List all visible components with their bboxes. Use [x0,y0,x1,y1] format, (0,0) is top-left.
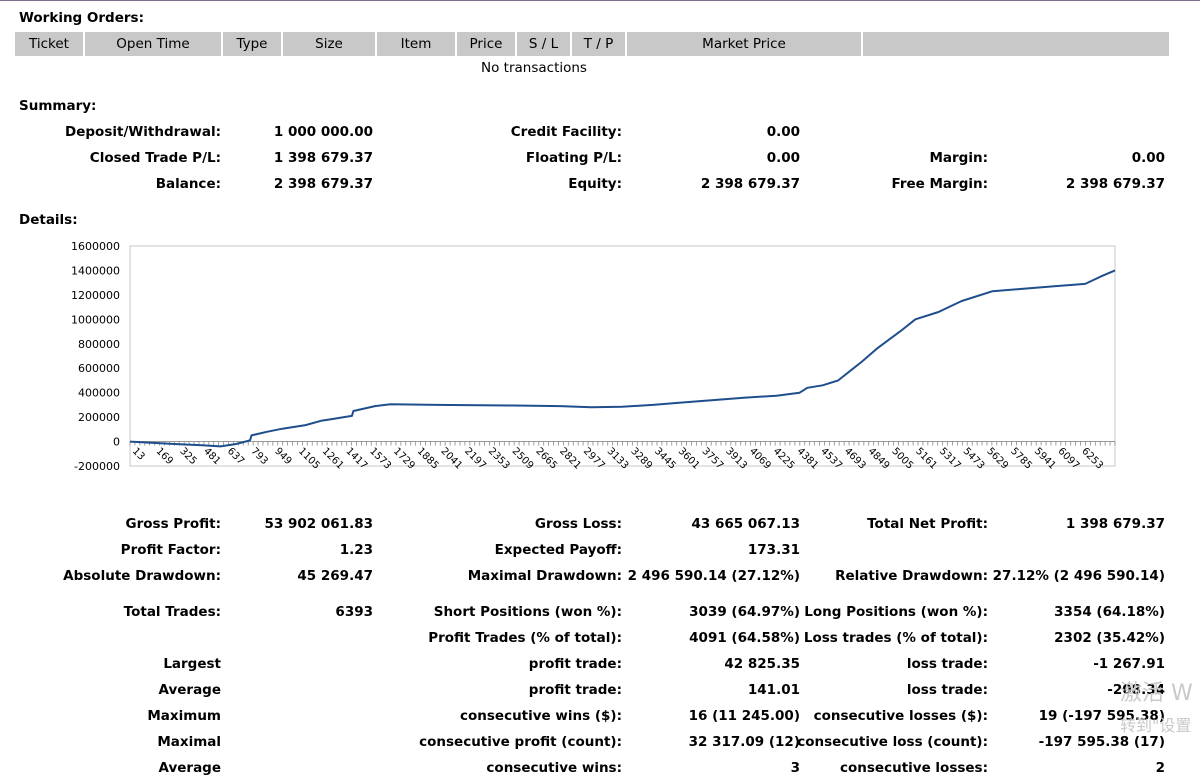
details-value: -208.34 [1107,682,1165,698]
y-tick-label: 600000 [78,362,120,375]
balance-chart: -200000 0 200000 400000 600000 800000 1000000 1… [60,236,1140,498]
y-tick-label: 800000 [78,338,120,351]
col-market-price[interactable]: Market Price [627,32,863,56]
details-label: Long Positions (won %): [804,604,988,620]
summary-value: 2 398 679.37 [273,176,373,192]
top-border [0,0,1200,1]
details-label: consecutive wins: [486,760,622,776]
details-label: Profit Trades (% of total): [428,630,622,646]
details-label: Gross Loss: [534,516,622,532]
details-label: profit trade: [528,656,622,672]
details-label: consecutive losses ($): [813,708,988,724]
balance-chart-svg: -200000 0 200000 400000 600000 800000 1000000 1… [71,240,1116,473]
y-tick-label: 0 [113,436,120,449]
summary-label: Credit Facility: [510,124,622,140]
col-price[interactable]: Price [457,32,517,56]
details-label: consecutive wins ($): [459,708,622,724]
details-value: 32 317.09 (12) [688,734,800,750]
summary-value: 2 398 679.37 [1065,176,1165,192]
summary-label: Free Margin: [891,176,988,192]
summary-label: Floating P/L: [525,150,622,166]
details-value: 2 496 590.14 (27.12%) [627,568,800,584]
details-label: Total Net Profit: [867,516,988,532]
details-value: 1.23 [339,542,373,558]
working-orders-title: Working Orders: [19,10,144,26]
details-value: 42 825.35 [724,656,800,672]
y-tick-label: 200000 [78,411,120,424]
details-value: 2 [1155,760,1165,776]
details-value: 19 (-197 595.38) [1038,708,1165,724]
summary-value: 0.00 [766,124,800,140]
summary-value: 0.00 [1131,150,1165,166]
details-label: Loss trades (% of total): [803,630,988,646]
details-label: Maximal [157,734,221,750]
col-comment[interactable] [863,32,1169,56]
details-value: 53 902 061.83 [264,516,373,532]
y-tick-label: -200000 [74,460,120,473]
details-value: -1 267.91 [1093,656,1165,672]
summary-label: Equity: [568,176,622,192]
details-label: Largest [163,656,221,672]
details-label: loss trade: [906,656,988,672]
watermark-subtext: 转到"设置 [1120,716,1192,735]
details-label: Maximal Drawdown: [467,568,622,584]
details-value: 45 269.47 [297,568,373,584]
details-label: Short Positions (won %): [433,604,622,620]
col-sl[interactable]: S / L [517,32,572,56]
watermark-text: 激活 W [1120,681,1193,706]
y-tick-label: 1600000 [71,240,120,253]
no-transactions-text: No transactions [481,60,587,76]
details-label: Maximum [147,708,221,724]
y-tick-label: 400000 [78,387,120,400]
col-size[interactable]: Size [283,32,377,56]
y-tick-label: 1000000 [71,313,120,326]
col-type[interactable]: Type [223,32,283,56]
details-value: 173.31 [747,542,800,558]
details-value: 141.01 [747,682,800,698]
details-value: 6393 [335,604,373,620]
details-label: Total Trades: [123,604,221,620]
y-tick-label: 1400000 [71,264,120,277]
details-value: 27.12% (2 496 590.14) [992,568,1165,584]
summary-value: 2 398 679.37 [700,176,800,192]
details-value: 3354 (64.18%) [1054,604,1165,620]
summary-label: Balance: [155,176,221,192]
details-value: -197 595.38 (17) [1038,734,1165,750]
details-label: consecutive loss (count): [797,734,988,750]
details-label: Relative Drawdown: [835,568,988,584]
summary-label: Deposit/Withdrawal: [65,124,221,140]
details-label: Average [158,760,221,776]
summary-label: Closed Trade P/L: [89,150,221,166]
col-tp[interactable]: T / P [572,32,627,56]
summary-label: Margin: [929,150,988,166]
series-line-balance [129,269,1116,448]
col-ticket[interactable]: Ticket [15,32,85,56]
details-value: 16 (11 245.00) [688,708,800,724]
orders-table-header: Ticket Open Time Type Size Item Price S … [15,32,1169,56]
summary-value: 0.00 [766,150,800,166]
details-title: Details: [19,212,78,228]
details-value: 3 [790,760,800,776]
details-value: 3039 (64.97%) [689,604,800,620]
details-label: consecutive profit (count): [419,734,622,750]
details-value: 2302 (35.42%) [1054,630,1165,646]
details-label: Average [158,682,221,698]
plot-area [129,245,1116,467]
details-label: Profit Factor: [120,542,221,558]
col-open-time[interactable]: Open Time [85,32,223,56]
details-label: Gross Profit: [125,516,221,532]
details-label: profit trade: [528,682,622,698]
details-label: consecutive losses: [840,760,988,776]
details-label: loss trade: [906,682,988,698]
details-value: 1 398 679.37 [1065,516,1165,532]
summary-value: 1 398 679.37 [273,150,373,166]
summary-title: Summary: [19,98,97,114]
details-label: Expected Payoff: [494,542,622,558]
summary-value: 1 000 000.00 [273,124,373,140]
details-value: 43 665 067.13 [691,516,800,532]
col-item[interactable]: Item [377,32,457,56]
y-tick-label: 1200000 [71,289,120,302]
details-value: 4091 (64.58%) [689,630,800,646]
details-label: Absolute Drawdown: [63,568,221,584]
